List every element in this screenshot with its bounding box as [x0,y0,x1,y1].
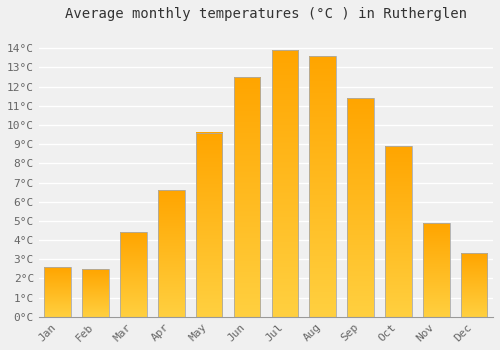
Bar [44,267,71,317]
Bar [461,253,487,317]
Bar [385,146,411,317]
Bar [120,232,146,317]
Bar [196,133,222,317]
Bar [310,56,336,317]
Bar [234,77,260,317]
Bar [82,269,109,317]
Bar [272,50,298,317]
Title: Average monthly temperatures (°C ) in Rutherglen: Average monthly temperatures (°C ) in Ru… [65,7,467,21]
Bar [158,190,184,317]
Bar [423,223,450,317]
Bar [348,98,374,317]
